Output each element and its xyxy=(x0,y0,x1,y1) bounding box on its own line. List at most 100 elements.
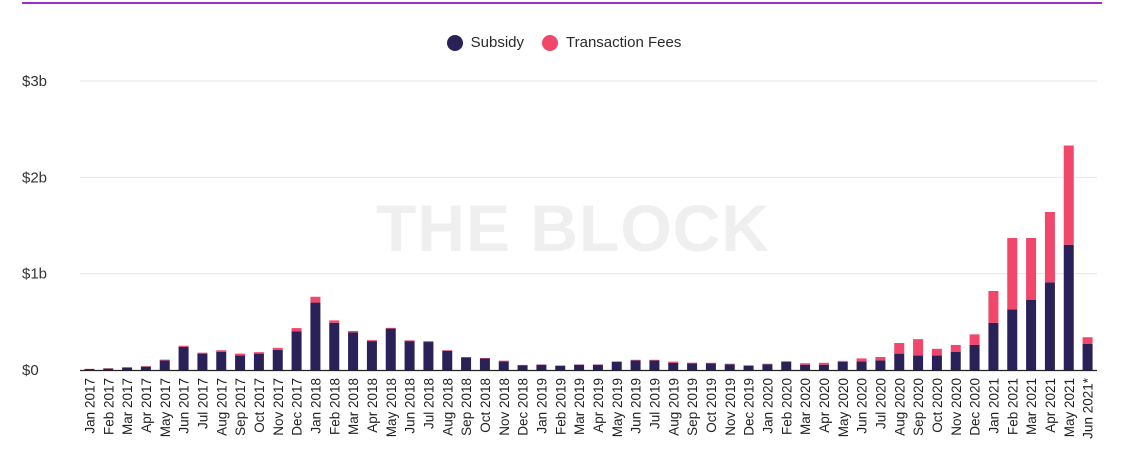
legend-marker-fees xyxy=(542,34,559,51)
bar-fees[interactable] xyxy=(253,352,264,354)
bar-fees[interactable] xyxy=(197,352,208,354)
bar-subsidy[interactable] xyxy=(140,366,151,370)
bar-subsidy[interactable] xyxy=(536,364,547,370)
bar-subsidy[interactable] xyxy=(1063,244,1074,370)
bar-subsidy[interactable] xyxy=(705,363,716,370)
bar-subsidy[interactable] xyxy=(517,365,528,370)
bar-subsidy[interactable] xyxy=(875,360,886,370)
bar-fees[interactable] xyxy=(404,340,415,342)
bar-subsidy[interactable] xyxy=(461,357,472,370)
x-tick-label: Apr 2019 xyxy=(591,378,606,433)
bar-subsidy[interactable] xyxy=(724,364,735,370)
bar-subsidy[interactable] xyxy=(1007,309,1018,370)
bar-subsidy[interactable] xyxy=(762,364,773,370)
bar-subsidy[interactable] xyxy=(103,368,114,370)
bar-subsidy[interactable] xyxy=(894,353,905,370)
bar-fees[interactable] xyxy=(1044,212,1055,283)
bar-fees[interactable] xyxy=(856,358,867,362)
bar-subsidy[interactable] xyxy=(913,355,924,370)
bar-fees[interactable] xyxy=(950,344,961,352)
bar-fees[interactable] xyxy=(442,350,453,351)
bar-subsidy[interactable] xyxy=(743,365,754,370)
bar-subsidy[interactable] xyxy=(216,351,227,370)
bar-fees[interactable] xyxy=(837,360,848,362)
bar-fees[interactable] xyxy=(272,347,283,350)
bar-subsidy[interactable] xyxy=(84,369,95,370)
bar-subsidy[interactable] xyxy=(329,322,340,370)
bar-subsidy[interactable] xyxy=(668,362,679,370)
bar-subsidy[interactable] xyxy=(235,355,246,370)
bar-subsidy[interactable] xyxy=(611,361,622,370)
bar-fees[interactable] xyxy=(1026,238,1037,300)
bar-subsidy[interactable] xyxy=(818,364,829,370)
bar-subsidy[interactable] xyxy=(856,361,867,370)
bar-fees[interactable] xyxy=(178,345,189,347)
bar-fees[interactable] xyxy=(931,348,942,356)
x-tick-label: Jul 2020 xyxy=(873,378,888,429)
bar-subsidy[interactable] xyxy=(630,360,641,370)
bar-fees[interactable] xyxy=(366,340,377,342)
bar-subsidy[interactable] xyxy=(291,331,302,370)
bar-fees[interactable] xyxy=(1007,238,1018,310)
bar-fees[interactable] xyxy=(630,359,641,361)
bar-subsidy[interactable] xyxy=(555,365,566,370)
bar-fees[interactable] xyxy=(1063,145,1074,245)
bar-fees[interactable] xyxy=(781,361,792,362)
bar-subsidy[interactable] xyxy=(159,360,170,370)
bar-subsidy[interactable] xyxy=(649,360,660,370)
bar-subsidy[interactable] xyxy=(800,364,811,370)
bar-subsidy[interactable] xyxy=(781,361,792,370)
bar-subsidy[interactable] xyxy=(310,302,321,370)
legend-item-subsidy[interactable]: Subsidy xyxy=(446,34,524,51)
bar-subsidy[interactable] xyxy=(122,367,133,370)
bar-subsidy[interactable] xyxy=(178,346,189,370)
bar-subsidy[interactable] xyxy=(423,342,434,370)
bar-subsidy[interactable] xyxy=(272,349,283,370)
bar-fees[interactable] xyxy=(913,339,924,356)
bar-subsidy[interactable] xyxy=(837,361,848,370)
bar-subsidy[interactable] xyxy=(479,358,490,370)
bar-fees[interactable] xyxy=(988,291,999,323)
bar-subsidy[interactable] xyxy=(574,364,585,370)
bar-subsidy[interactable] xyxy=(687,363,698,370)
bar-subsidy[interactable] xyxy=(931,355,942,370)
bar-fees[interactable] xyxy=(385,327,396,329)
bar-subsidy[interactable] xyxy=(197,353,208,370)
bar-fees[interactable] xyxy=(894,343,905,354)
bar-subsidy[interactable] xyxy=(988,322,999,370)
bar-subsidy[interactable] xyxy=(404,341,415,370)
bar-subsidy[interactable] xyxy=(442,350,453,370)
bar-fees[interactable] xyxy=(818,362,829,365)
bar-fees[interactable] xyxy=(348,330,359,333)
x-tick-label: Jan 2018 xyxy=(308,378,323,434)
bar-fees[interactable] xyxy=(969,334,980,345)
bar-fees[interactable] xyxy=(1082,337,1093,344)
bar-subsidy[interactable] xyxy=(385,328,396,370)
bar-subsidy[interactable] xyxy=(950,351,961,370)
bar-fees[interactable] xyxy=(310,296,321,303)
bar-subsidy[interactable] xyxy=(348,332,359,370)
bar-subsidy[interactable] xyxy=(969,344,980,370)
bar-fees[interactable] xyxy=(498,360,509,362)
bar-fees[interactable] xyxy=(800,363,811,365)
bar-subsidy[interactable] xyxy=(1044,282,1055,370)
x-tick-label: Sep 2017 xyxy=(233,378,248,436)
bar-subsidy[interactable] xyxy=(498,361,509,370)
bar-subsidy[interactable] xyxy=(1026,299,1037,370)
bar-fees[interactable] xyxy=(875,356,886,361)
bar-fees[interactable] xyxy=(159,359,170,361)
bar-fees[interactable] xyxy=(291,328,302,332)
bar-fees[interactable] xyxy=(687,362,698,364)
bar-fees[interactable] xyxy=(235,353,246,356)
bar-fees[interactable] xyxy=(216,350,227,352)
bar-fees[interactable] xyxy=(329,320,340,323)
bar-subsidy[interactable] xyxy=(366,341,377,370)
bar-fees[interactable] xyxy=(649,359,660,361)
x-tick-label: Feb 2019 xyxy=(553,378,568,435)
bar-fees[interactable] xyxy=(668,361,679,363)
bar-fees[interactable] xyxy=(423,341,434,343)
bar-subsidy[interactable] xyxy=(253,353,264,370)
legend-item-fees[interactable]: Transaction Fees xyxy=(542,34,681,51)
bar-subsidy[interactable] xyxy=(1082,343,1093,370)
bar-subsidy[interactable] xyxy=(592,364,603,370)
